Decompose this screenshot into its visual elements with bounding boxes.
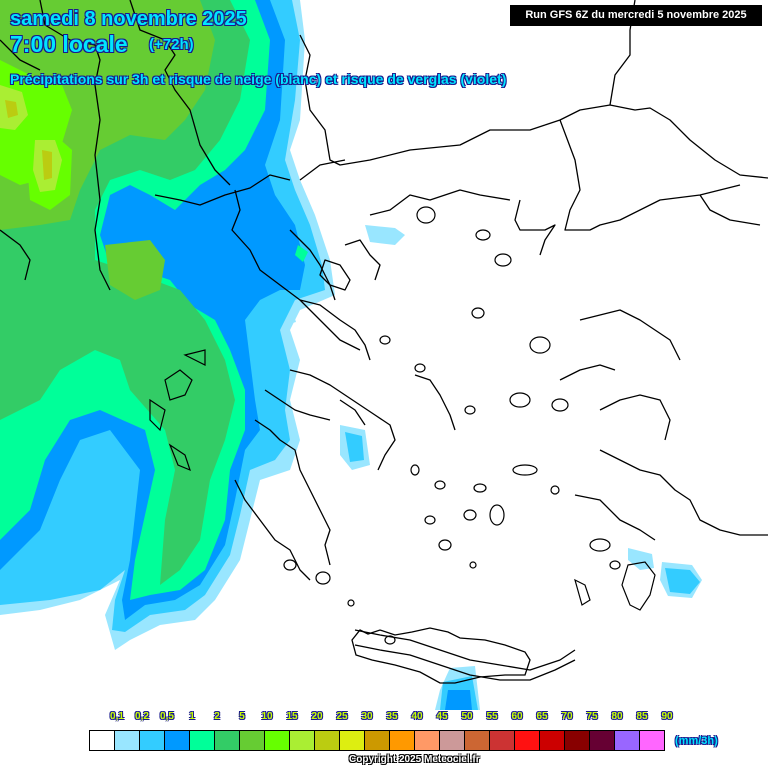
legend-tick-label: 0,2	[135, 711, 149, 722]
legend-tick-label: 80	[611, 711, 623, 722]
legend-swatch	[590, 731, 615, 750]
copyright: Copyright 2025 Meteociel.fr	[349, 754, 480, 765]
legend-swatch	[165, 731, 190, 750]
legend-tick-label: 85	[636, 711, 648, 722]
legend-tick-label: 0,1	[110, 711, 124, 722]
legend-swatch	[540, 731, 565, 750]
legend-swatch	[215, 731, 240, 750]
legend-swatch	[140, 731, 165, 750]
legend-tick-label: 65	[536, 711, 548, 722]
crete-island	[351, 627, 531, 684]
legend-tick-label: 15	[286, 711, 298, 722]
legend-swatch	[565, 731, 590, 750]
legend-swatch	[515, 731, 540, 750]
legend-tick-label: 55	[486, 711, 498, 722]
legend-swatch	[365, 731, 390, 750]
legend-swatch	[440, 731, 465, 750]
legend-swatch	[465, 731, 490, 750]
legend-swatch	[640, 731, 664, 750]
legend-swatch	[190, 731, 215, 750]
islands	[283, 206, 656, 645]
legend-tick-label: 60	[511, 711, 523, 722]
forecast-date: samedi 8 novembre 2025	[10, 8, 247, 30]
legend-swatch	[615, 731, 640, 750]
legend-tick-label: 5	[239, 711, 245, 722]
ionian-coast	[149, 349, 206, 472]
legend-swatch	[240, 731, 265, 750]
legend-tick-label: 40	[411, 711, 423, 722]
precip-layer-20	[5, 100, 52, 180]
legend-swatch	[490, 731, 515, 750]
legend-tick-label: 10	[261, 711, 273, 722]
legend-tick-label: 35	[386, 711, 398, 722]
legend-swatch	[415, 731, 440, 750]
legend-tick-label: 50	[461, 711, 473, 722]
model-run-label: Run GFS 6Z du mercredi 5 novembre 2025	[510, 5, 762, 26]
legend-tick-label: 25	[336, 711, 348, 722]
legend-swatch	[265, 731, 290, 750]
legend-tick-label: 30	[361, 711, 373, 722]
legend-ticks: 0,1 0,2 0,5 1 2 5 10 15 20 25 30 35 40 45 50 55 60 65 70 75…	[89, 711, 768, 725]
legend-tick-label: 90	[661, 711, 673, 722]
legend-tick-label: 45	[436, 711, 448, 722]
legend-swatch	[115, 731, 140, 750]
legend-swatch	[290, 731, 315, 750]
forecast-time: 7:00 locale	[10, 31, 128, 57]
coastlines	[0, 0, 768, 681]
legend-tick-label: 75	[586, 711, 598, 722]
legend-tick-label: 2	[214, 711, 220, 722]
legend-swatch	[390, 731, 415, 750]
forecast-offset: (+72h)	[149, 36, 194, 53]
legend-tick-label: 70	[561, 711, 573, 722]
legend-swatch	[340, 731, 365, 750]
legend-tick-label: 20	[311, 711, 323, 722]
legend-swatch	[90, 731, 115, 750]
legend-swatch	[315, 731, 340, 750]
legend-tick-label: 1	[189, 711, 195, 722]
legend-colorbar	[89, 730, 665, 751]
map-subtitle: Précipitations sur 3h et risque de neige…	[10, 71, 507, 87]
legend-tick-label: 0,5	[160, 711, 174, 722]
legend-unit: (mm/3h)	[675, 735, 718, 747]
